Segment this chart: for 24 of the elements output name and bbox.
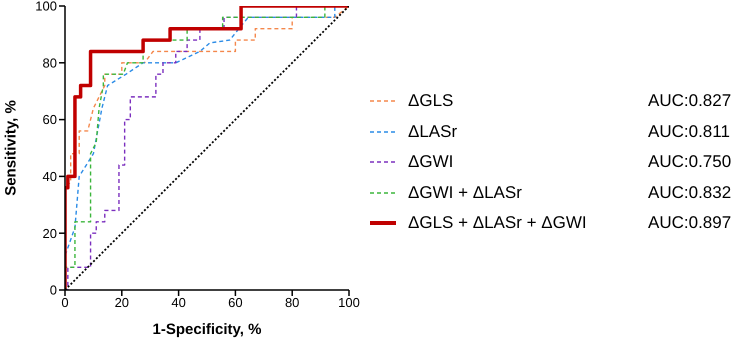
x-tick-label: 100: [338, 295, 360, 310]
y-axis-title: Sensitivity, %: [2, 100, 20, 196]
x-tick-label: 60: [228, 295, 243, 310]
text: AUC:0.832: [648, 182, 732, 203]
y-tick-label: 100: [35, 0, 57, 14]
x-tick-label: 20: [114, 295, 130, 310]
text: AUC:0.827: [648, 91, 732, 112]
x-tick-label: 0: [61, 295, 69, 310]
text: AUC:0.811: [648, 122, 730, 142]
legend-label: ΔGLS + ΔLASr + ΔGWI: [408, 213, 588, 234]
x-tick-label: 40: [171, 295, 186, 310]
x-tick-label: 80: [284, 295, 300, 310]
y-tick-label: 20: [42, 226, 57, 241]
y-tick-label: 0: [50, 282, 57, 298]
y-tick-label: 60: [42, 112, 57, 128]
y-tick-label: 40: [42, 169, 57, 184]
legend-label: ΔLASr: [408, 122, 458, 142]
legend-label: ΔGWI: [408, 152, 454, 172]
y-tick-label: 80: [42, 55, 57, 70]
x-axis-title: 1-Specificity, %: [152, 321, 262, 338]
legend-label: ΔGWI + ΔLASr: [408, 182, 523, 203]
text: AUC:0.897: [648, 213, 732, 234]
text: AUC:0.750: [648, 152, 732, 172]
legend-label: ΔGLS: [408, 91, 454, 112]
